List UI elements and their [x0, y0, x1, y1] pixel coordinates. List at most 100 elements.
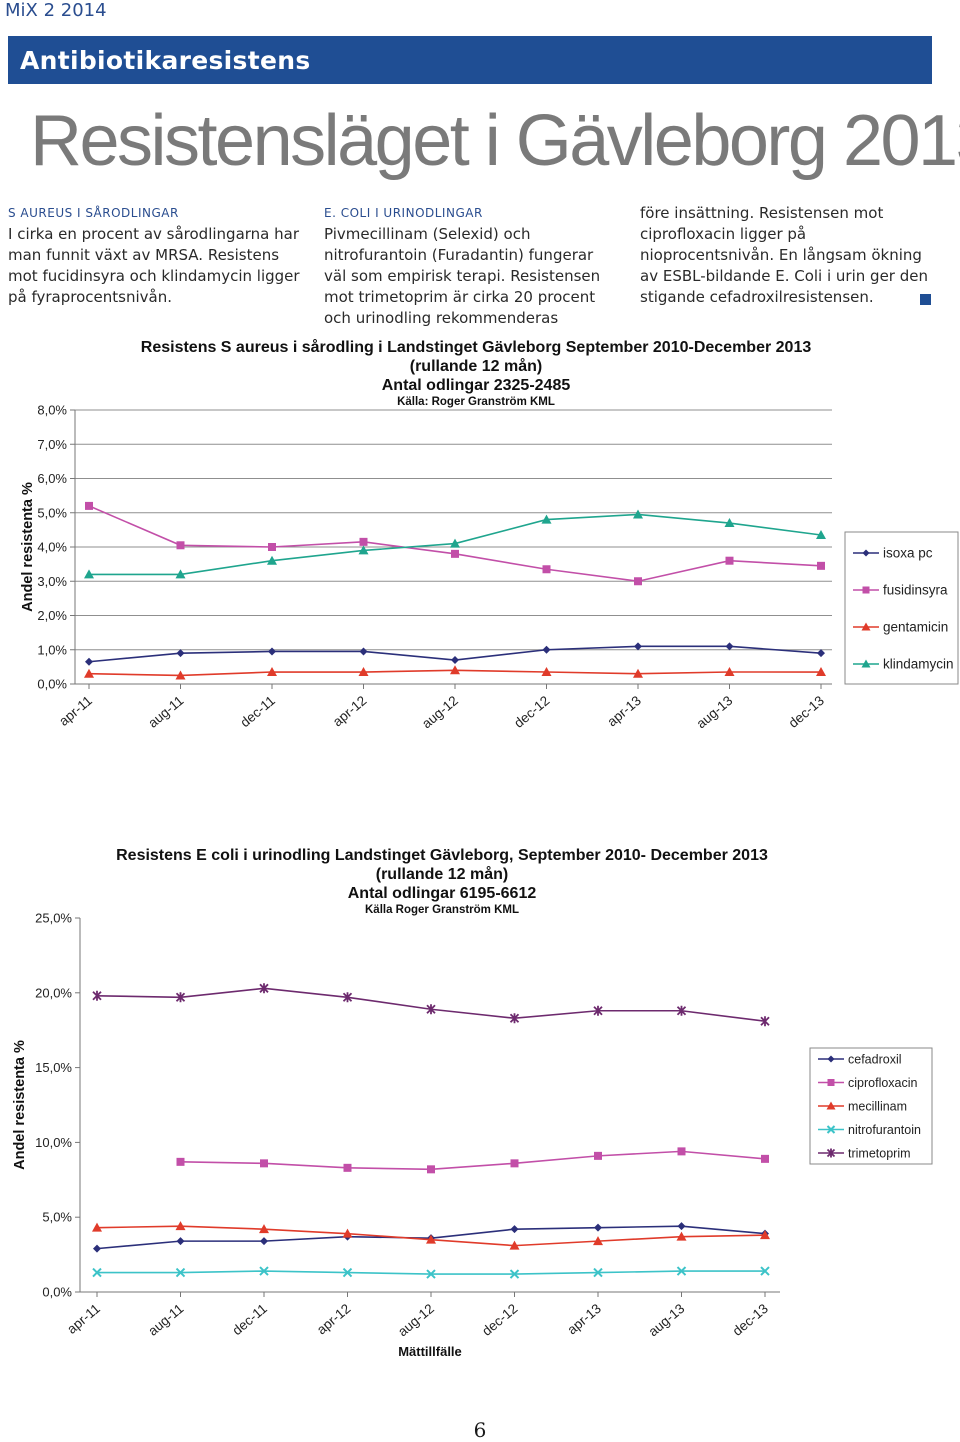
- data-point: [450, 538, 460, 548]
- chart-source: Källa Roger Granström KML: [365, 904, 519, 916]
- data-point: [826, 1148, 836, 1158]
- x-tick-label: aug-12: [395, 1301, 437, 1340]
- data-point: [827, 1079, 835, 1086]
- legend-label: klindamycin: [883, 657, 954, 672]
- y-tick-label: 0,0%: [42, 1285, 72, 1300]
- data-point: [175, 992, 186, 1003]
- legend-label: fusidinsyra: [883, 583, 948, 598]
- x-tick-label: aug-12: [419, 693, 461, 732]
- column-heading: E. coli i urinodlingar: [324, 206, 483, 220]
- x-tick-label: apr-11: [64, 1301, 103, 1337]
- data-point: [676, 1005, 687, 1016]
- data-point: [342, 992, 353, 1003]
- data-point: [175, 569, 186, 579]
- data-point: [342, 1267, 353, 1278]
- data-point: [427, 1165, 435, 1174]
- legend-label: ciprofloxacin: [848, 1076, 918, 1090]
- data-point: [541, 514, 552, 524]
- data-point: [450, 665, 460, 675]
- data-point: [426, 1004, 436, 1015]
- data-point: [509, 1269, 520, 1279]
- data-point: [260, 1159, 268, 1168]
- data-point: [259, 1266, 269, 1276]
- data-point: [92, 990, 102, 1001]
- data-point: [826, 1101, 836, 1110]
- data-point: [175, 1267, 186, 1278]
- x-tick-label: apr-12: [330, 693, 370, 730]
- column-heading: S aureus i sårodlingar: [8, 206, 179, 220]
- data-point: [426, 1269, 436, 1279]
- legend-label: isoxa pc: [883, 546, 933, 561]
- data-point: [509, 1240, 520, 1250]
- legend-label: gentamicin: [883, 620, 948, 635]
- data-point: [343, 1163, 352, 1172]
- data-point: [634, 577, 642, 586]
- text-column-3: före insättning. Resistensen mot ciprofl…: [640, 203, 935, 308]
- data-point: [359, 647, 368, 656]
- x-tick-label: dec-11: [237, 693, 277, 730]
- x-tick-label: aug-13: [694, 693, 736, 732]
- y-tick-label: 5,0%: [42, 1210, 72, 1225]
- data-point: [259, 1224, 269, 1234]
- y-tick-label: 15,0%: [35, 1060, 72, 1075]
- data-point: [342, 1228, 353, 1238]
- y-tick-label: 3,0%: [37, 574, 67, 589]
- y-tick-label: 6,0%: [37, 471, 67, 486]
- data-point: [862, 549, 870, 557]
- chart-source: Källa: Roger Granström KML: [397, 396, 555, 408]
- chart-title-line: Resistens E coli i urinodling Landstinge…: [116, 847, 768, 864]
- data-point: [85, 501, 93, 510]
- data-point: [817, 649, 825, 658]
- data-point: [760, 1266, 770, 1276]
- data-point: [676, 1266, 687, 1276]
- y-axis-label: Andel resistenta %: [20, 482, 36, 612]
- data-point: [259, 983, 269, 994]
- section-banner-label: Antibiotikaresistens: [20, 46, 311, 75]
- x-tick-label: apr-13: [604, 693, 644, 730]
- data-point: [676, 1231, 687, 1241]
- page-number: 6: [473, 1418, 487, 1442]
- data-point: [827, 1055, 835, 1063]
- column-text: I cirka en procent av sårodlingarna har …: [8, 225, 300, 306]
- chart-title-line: Antal odlingar 6195-6612: [348, 885, 537, 902]
- article-end-square: [920, 294, 931, 305]
- data-point: [817, 561, 825, 570]
- data-point: [542, 565, 551, 574]
- chart-title-line: (rullande 12 mån): [376, 865, 508, 883]
- data-point: [633, 668, 643, 678]
- x-tick-label: aug-11: [145, 1301, 186, 1339]
- data-point: [677, 1147, 686, 1156]
- y-tick-label: 8,0%: [37, 403, 67, 418]
- y-tick-label: 2,0%: [37, 608, 67, 623]
- legend-box: [844, 531, 959, 685]
- x-tick-label: dec-13: [730, 1301, 771, 1339]
- legend-label: mecillinam: [848, 1100, 907, 1114]
- data-point: [816, 530, 826, 540]
- x-tick-label: aug-13: [646, 1301, 688, 1340]
- y-tick-label: 7,0%: [37, 437, 67, 452]
- data-point: [725, 642, 734, 651]
- data-point: [509, 1013, 520, 1024]
- data-point: [816, 667, 826, 677]
- column-text: före insättning. Resistensen mot ciprofl…: [640, 204, 928, 306]
- data-point: [593, 1005, 603, 1016]
- data-point: [92, 1222, 102, 1232]
- x-tick-label: dec-11: [229, 1301, 269, 1338]
- s-aureus-chart: Resistens S aureus i sårodling i Landsti…: [20, 338, 959, 732]
- y-tick-label: 20,0%: [35, 985, 72, 1000]
- data-point: [268, 543, 276, 551]
- data-point: [268, 647, 276, 656]
- data-point: [861, 659, 871, 668]
- data-point: [677, 1222, 686, 1231]
- legend-label: trimetoprim: [848, 1147, 911, 1161]
- x-tick-label: apr-12: [314, 1301, 354, 1338]
- chart-title-line: (rullande 12 mån): [410, 357, 542, 375]
- running-head: MiX 2 2014: [5, 0, 107, 21]
- data-point: [594, 1151, 602, 1160]
- data-point: [634, 642, 642, 651]
- data-point: [358, 545, 369, 555]
- y-tick-label: 0,0%: [37, 677, 67, 692]
- x-tick-label: apr-13: [564, 1301, 604, 1338]
- x-axis-label: Mättillfälle: [398, 1344, 462, 1359]
- x-tick-label: dec-12: [511, 693, 552, 731]
